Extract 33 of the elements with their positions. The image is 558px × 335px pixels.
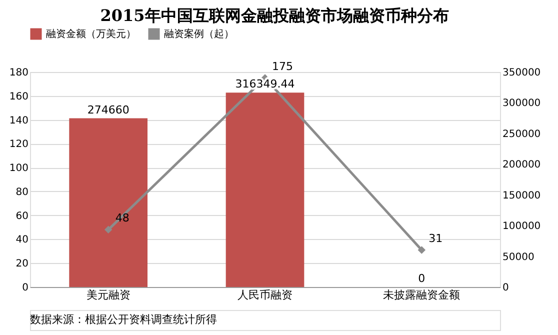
y2-tick-label: 50000 xyxy=(502,252,534,263)
y2-tick-label: 300000 xyxy=(502,98,541,110)
data-label: 31 xyxy=(428,232,443,245)
y-tick-label: 40 xyxy=(16,234,28,246)
point xyxy=(418,246,426,254)
x-tick-label: 未披露融资金额 xyxy=(383,288,460,302)
source-note: 数据来源：根据公开资料调查统计所得 xyxy=(30,313,217,326)
y-tick-label: 180 xyxy=(9,68,28,78)
y2-tick-label: 350000 xyxy=(502,68,541,78)
x-tick-label: 美元融资 xyxy=(86,288,130,302)
y2-tick-label: 200000 xyxy=(502,160,541,171)
data-label: 274660 xyxy=(87,103,130,116)
y-tick-label: 160 xyxy=(9,91,28,102)
legend-label: 融资金额（万美元） xyxy=(46,28,136,40)
y-tick-label: 120 xyxy=(9,139,28,150)
y-tick-label: 140 xyxy=(9,115,28,126)
y2-tick-label: 0 xyxy=(502,282,509,294)
y2-tick-label: 250000 xyxy=(502,128,541,140)
data-label: 48 xyxy=(115,212,130,225)
y-tick-label: 60 xyxy=(16,210,28,222)
data-label: 0 xyxy=(418,272,426,285)
chart-title: 2015年中国互联网金融投融资市场融资币种分布 xyxy=(100,6,449,25)
data-label: 175 xyxy=(272,60,293,73)
y-tick-label: 80 xyxy=(16,186,28,198)
y-tick-label: 20 xyxy=(16,258,28,270)
y2-tick-label: 100000 xyxy=(502,221,541,232)
data-label: 316349.44 xyxy=(235,78,295,91)
y-tick-label: 0 xyxy=(22,282,28,294)
point xyxy=(104,226,112,234)
y-tick-label: 100 xyxy=(9,163,28,174)
legend-label: 融资案例（起） xyxy=(164,28,234,40)
x-tick-label: 人民币融资 xyxy=(238,288,292,302)
y2-tick-label: 150000 xyxy=(502,190,541,202)
